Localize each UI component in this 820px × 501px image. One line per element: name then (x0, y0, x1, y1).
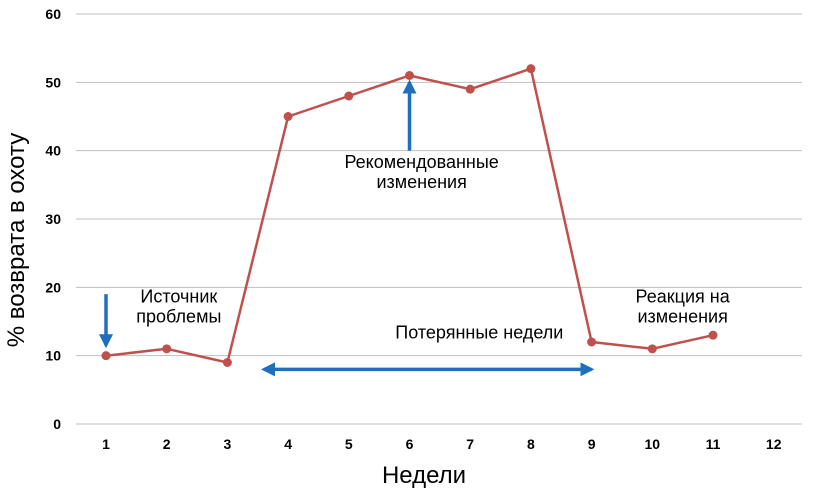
data-point (405, 71, 414, 80)
data-point (587, 337, 597, 347)
x-tick-label: 12 (766, 436, 782, 452)
data-point (101, 351, 111, 361)
x-tick-label: 3 (224, 436, 232, 452)
x-tick-label: 5 (345, 436, 353, 452)
plot-area (101, 64, 718, 367)
annotation-text-source: Источник (140, 286, 217, 306)
x-tick-label: 10 (645, 436, 661, 452)
x-axis-title: Недели (382, 462, 466, 489)
y-tick-label: 60 (45, 6, 61, 22)
annotation-text-source: проблемы (136, 306, 221, 326)
y-axis: 0 10 20 30 40 50 60 (45, 6, 61, 432)
x-tick-label: 11 (706, 436, 721, 452)
y-tick-label: 40 (45, 143, 61, 159)
data-point (344, 91, 354, 101)
annotation-text-reaction: изменения (637, 306, 727, 326)
grid (76, 13, 802, 425)
y-tick-label: 10 (45, 348, 61, 364)
x-tick-label: 2 (163, 436, 171, 452)
x-tick-label: 4 (284, 436, 292, 452)
y-axis-title: % возврата в охоту (3, 133, 30, 348)
annotations: ИсточникпроблемыРекомендованныеизменения… (99, 79, 731, 377)
annotation-text-lost: Потерянные недели (395, 323, 563, 343)
data-point (222, 358, 232, 367)
data-point (647, 344, 657, 354)
data-point (283, 112, 293, 121)
annotation-text-recommended: Рекомендованные (344, 152, 498, 172)
annotation-text-recommended: изменения (376, 172, 466, 192)
annotation-text-reaction: Реакция на (636, 286, 731, 306)
data-point (162, 344, 172, 354)
y-tick-label: 0 (53, 416, 61, 432)
data-point (526, 64, 536, 74)
x-tick-label: 6 (406, 436, 414, 452)
x-tick-label: 9 (588, 436, 596, 452)
data-point (708, 330, 718, 340)
x-tick-label: 1 (102, 436, 110, 452)
x-tick-label: 8 (527, 436, 535, 452)
x-tick-label: 7 (466, 436, 474, 452)
y-tick-label: 30 (45, 211, 61, 227)
y-tick-label: 20 (45, 279, 61, 295)
x-axis: 1 2 3 4 5 6 7 8 9 10 11 12 (102, 436, 782, 452)
data-point (465, 84, 475, 94)
y-tick-label: 50 (45, 74, 61, 90)
